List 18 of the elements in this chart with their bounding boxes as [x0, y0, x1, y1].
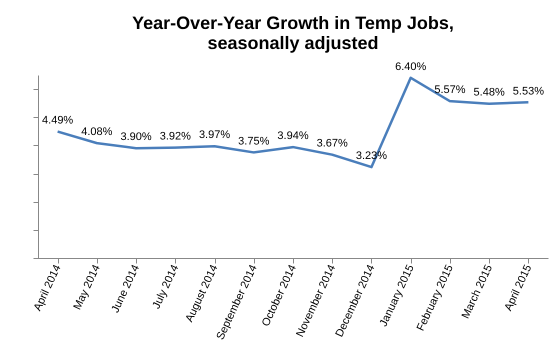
data-label: 5.53% [512, 85, 544, 98]
x-tick-label: April 2014 [32, 262, 64, 313]
data-label: 3.97% [198, 129, 230, 142]
data-label: 6.40% [395, 60, 426, 73]
x-tick-label: July 2014 [150, 262, 182, 311]
x-tick-label: May 2014 [71, 262, 103, 312]
data-label: 3.94% [277, 130, 309, 142]
data-label: 3.90% [120, 131, 152, 144]
data-label: 3.67% [316, 138, 348, 150]
data-label: 4.08% [81, 126, 113, 138]
x-tick-label: June 2014 [109, 262, 142, 315]
x-tick-label: April 2015 [502, 262, 534, 313]
chart-title: Year-Over-Year Growth in Temp Jobs, seasonally adjusted [132, 12, 454, 53]
data-label: 3.75% [238, 135, 270, 148]
data-label: 5.48% [474, 86, 505, 99]
data-label: 3.92% [160, 130, 192, 143]
data-label: 4.49% [42, 114, 74, 127]
data-label: 5.57% [434, 84, 466, 96]
